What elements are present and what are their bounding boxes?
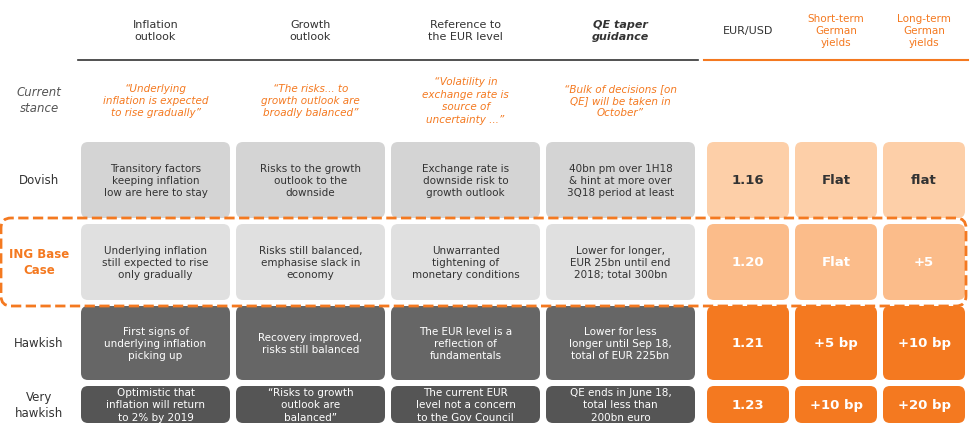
Text: 40bn pm over 1H18
& hint at more over
3Q18 period at least: 40bn pm over 1H18 & hint at more over 3Q… (567, 163, 674, 198)
Text: 1.20: 1.20 (732, 256, 764, 269)
Text: Lower for less
longer until Sep 18,
total of EUR 225bn: Lower for less longer until Sep 18, tota… (569, 326, 672, 360)
Text: Lower for longer,
EUR 25bn until end
2018; total 300bn: Lower for longer, EUR 25bn until end 201… (570, 245, 670, 280)
FancyBboxPatch shape (795, 306, 877, 380)
FancyBboxPatch shape (883, 306, 965, 380)
Text: Current
stance: Current stance (17, 86, 62, 115)
FancyBboxPatch shape (707, 225, 789, 300)
Text: “Volatility in
exchange rate is
source of
uncertainty ...”: “Volatility in exchange rate is source o… (422, 77, 509, 124)
Text: “Underlying
inflation is expected
to rise gradually”: “Underlying inflation is expected to ris… (103, 83, 208, 118)
Text: Transitory factors
keeping inflation
low are here to stay: Transitory factors keeping inflation low… (104, 163, 208, 198)
Text: +5 bp: +5 bp (814, 337, 858, 350)
FancyBboxPatch shape (81, 143, 230, 219)
Text: Unwarranted
tightening of
monetary conditions: Unwarranted tightening of monetary condi… (412, 245, 519, 280)
Text: First signs of
underlying inflation
picking up: First signs of underlying inflation pick… (105, 326, 207, 360)
Text: 1.16: 1.16 (732, 174, 764, 187)
Text: Very
hawkish: Very hawkish (15, 390, 63, 419)
FancyBboxPatch shape (883, 225, 965, 300)
FancyBboxPatch shape (236, 386, 385, 423)
Text: Long-term
German
yields: Long-term German yields (897, 14, 951, 48)
FancyBboxPatch shape (391, 386, 540, 423)
Text: The current EUR
level not a concern
to the Gov Council: The current EUR level not a concern to t… (416, 387, 515, 422)
Text: Hawkish: Hawkish (15, 337, 64, 350)
FancyBboxPatch shape (236, 306, 385, 380)
Text: Optimistic that
inflation will return
to 2% by 2019: Optimistic that inflation will return to… (106, 387, 205, 422)
Text: Flat: Flat (821, 174, 851, 187)
Text: Growth
outlook: Growth outlook (290, 20, 331, 42)
FancyBboxPatch shape (707, 386, 789, 423)
FancyBboxPatch shape (795, 225, 877, 300)
FancyBboxPatch shape (546, 386, 695, 423)
Text: Risks to the growth
outlook to the
downside: Risks to the growth outlook to the downs… (260, 163, 361, 198)
Text: “Bulk of decisions [on
QE] will be taken in
October”: “Bulk of decisions [on QE] will be taken… (564, 83, 677, 118)
Text: 1.21: 1.21 (732, 337, 764, 350)
Text: Underlying inflation
still expected to rise
only gradually: Underlying inflation still expected to r… (102, 245, 209, 280)
Text: Inflation
outlook: Inflation outlook (132, 20, 178, 42)
Text: 1.23: 1.23 (732, 398, 764, 411)
Text: +5: +5 (914, 256, 934, 269)
Text: “Risks to growth
outlook are
balanced”: “Risks to growth outlook are balanced” (268, 387, 354, 422)
Text: Dovish: Dovish (19, 174, 59, 187)
Text: Short-term
German
yields: Short-term German yields (808, 14, 864, 48)
Text: Recovery improved,
risks still balanced: Recovery improved, risks still balanced (259, 332, 363, 354)
Text: EUR/USD: EUR/USD (723, 26, 773, 36)
FancyBboxPatch shape (795, 143, 877, 219)
FancyBboxPatch shape (546, 225, 695, 300)
FancyBboxPatch shape (81, 386, 230, 423)
Text: +20 bp: +20 bp (898, 398, 951, 411)
Text: +10 bp: +10 bp (809, 398, 862, 411)
FancyBboxPatch shape (883, 143, 965, 219)
FancyBboxPatch shape (795, 386, 877, 423)
FancyBboxPatch shape (707, 306, 789, 380)
Text: flat: flat (911, 174, 937, 187)
FancyBboxPatch shape (236, 225, 385, 300)
FancyBboxPatch shape (546, 143, 695, 219)
Text: ING Base
Case: ING Base Case (9, 248, 70, 277)
FancyBboxPatch shape (707, 143, 789, 219)
FancyBboxPatch shape (391, 143, 540, 219)
FancyBboxPatch shape (883, 386, 965, 423)
Text: Risks still balanced,
emphasise slack in
economy: Risks still balanced, emphasise slack in… (259, 245, 363, 280)
Text: The EUR level is a
reflection of
fundamentals: The EUR level is a reflection of fundame… (418, 326, 513, 360)
FancyBboxPatch shape (391, 306, 540, 380)
FancyBboxPatch shape (391, 225, 540, 300)
FancyBboxPatch shape (81, 306, 230, 380)
Text: Exchange rate is
downside risk to
growth outlook: Exchange rate is downside risk to growth… (422, 163, 509, 198)
FancyBboxPatch shape (236, 143, 385, 219)
FancyBboxPatch shape (546, 306, 695, 380)
Text: QE taper
guidance: QE taper guidance (592, 20, 649, 42)
Text: +10 bp: +10 bp (898, 337, 951, 350)
Text: Reference to
the EUR level: Reference to the EUR level (428, 20, 503, 42)
Text: Flat: Flat (821, 256, 851, 269)
Text: “The risks... to
growth outlook are
broadly balanced”: “The risks... to growth outlook are broa… (261, 83, 360, 118)
FancyBboxPatch shape (81, 225, 230, 300)
Text: QE ends in June 18,
total less than
200bn euro: QE ends in June 18, total less than 200b… (569, 387, 671, 422)
